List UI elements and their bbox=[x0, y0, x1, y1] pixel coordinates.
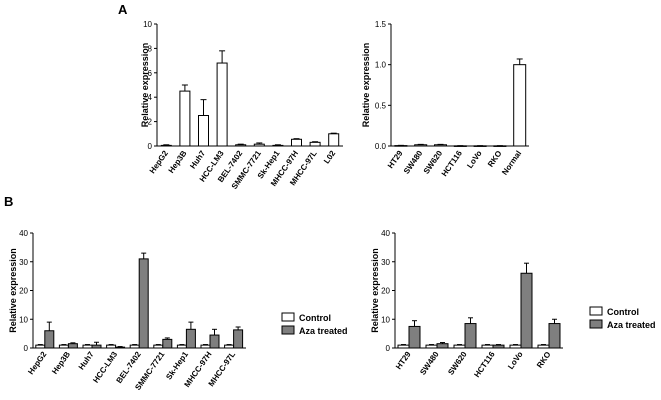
chart3-legend-swatch-1 bbox=[281, 325, 295, 335]
chart3-y-axis-label: Relative expression bbox=[8, 248, 18, 333]
chart1-y-axis-label: Relative expression bbox=[140, 43, 150, 128]
chart3-y-tick-label: 40 bbox=[19, 229, 28, 238]
chart3-bar-SMMC-7721-aza-treated bbox=[162, 338, 173, 349]
chart4-x-tick-label: RKO bbox=[535, 350, 553, 370]
chart1-bar-SMMC-7721 bbox=[253, 143, 265, 147]
chart4-x-tick-label: SW480 bbox=[418, 350, 441, 377]
chart4-x-tick-label: HT29 bbox=[394, 350, 413, 372]
chart1-y-tick-label: 10 bbox=[143, 20, 152, 29]
chart4-bar-HCT116-control bbox=[481, 344, 494, 349]
chart1-x-tick-label: L02 bbox=[322, 149, 338, 166]
chart3-bar-Hep3B-control bbox=[58, 344, 69, 349]
chart1-y-tick-label: 8 bbox=[148, 44, 153, 53]
chart4-bar-HT29-control bbox=[397, 344, 410, 349]
chart1-bar-HepG2 bbox=[160, 144, 172, 147]
chart3-bar-BEL-7402-control bbox=[129, 344, 140, 349]
chart3-legend-label-1: Aza treated bbox=[299, 326, 348, 336]
chart4-bar-SW620-aza-treated bbox=[464, 323, 477, 349]
chart4-legend-swatch-1 bbox=[589, 319, 603, 329]
chart2-bar-Normal bbox=[513, 64, 527, 147]
chart3-x-tick-label: HepG2 bbox=[26, 350, 48, 377]
chart3-bar-Sk-Hep1-control bbox=[176, 344, 187, 349]
panel-label-a: A bbox=[118, 2, 128, 17]
chart4-bar-SW480-aza-treated bbox=[436, 343, 449, 349]
chart4-legend-label-0: Control bbox=[607, 307, 639, 317]
chart3-y-tick-label: 0 bbox=[24, 344, 29, 353]
chart3-bar-Hep3B-aza-treated bbox=[67, 343, 78, 349]
chart3-bar-Huh7-control bbox=[82, 344, 93, 349]
chart1-bar-HCC-LM3 bbox=[216, 62, 228, 147]
chart4-y-tick-label: 20 bbox=[381, 287, 390, 296]
chart1-y-tick-label: 2 bbox=[148, 118, 153, 127]
chart3-bar-Huh7-aza-treated bbox=[91, 344, 102, 349]
chart3-bar-MHCC-97L-aza-treated bbox=[233, 329, 244, 349]
chart1-bar-BEL-7402 bbox=[235, 144, 247, 147]
chart4-y-tick-label: 40 bbox=[381, 229, 390, 238]
chart1-bar-MHCC-97L bbox=[309, 141, 321, 147]
chart4-bar-LoVo-aza-treated bbox=[520, 272, 533, 349]
chart3-x-tick-label: Hep3B bbox=[50, 350, 72, 376]
chart1-x-tick-label: HepG2 bbox=[148, 149, 170, 176]
chart3-y-tick-label: 10 bbox=[19, 315, 28, 324]
chart1-bar-L02 bbox=[328, 133, 340, 147]
chart4-bar-LoVo-control bbox=[509, 344, 522, 349]
chart2-y-tick-label: 1.5 bbox=[375, 20, 387, 29]
chart4-x-tick-label: SW620 bbox=[446, 350, 469, 377]
chart3-bar-MHCC-97L-control bbox=[224, 344, 235, 349]
chart1-bar-Hep3B bbox=[179, 90, 191, 147]
chart3-bar-BEL-7402-aza-treated bbox=[138, 258, 149, 349]
chart2-x-tick-label: HT29 bbox=[386, 149, 405, 171]
chart2-bar-SW480 bbox=[414, 144, 428, 147]
chart2-bar-SW620 bbox=[434, 144, 447, 147]
chart3-x-tick-label: Huh7 bbox=[77, 350, 96, 372]
chart3-bar-HCC-LM3-aza-treated bbox=[115, 346, 126, 349]
chart4-bar-SW480-control bbox=[425, 344, 438, 349]
chart3-bar-MHCC-97H-aza-treated bbox=[209, 334, 220, 349]
chart2-x-tick-label: HCT116 bbox=[440, 149, 465, 179]
chart4-legend-label-1: Aza treated bbox=[607, 320, 656, 330]
chart4-y-tick-label: 30 bbox=[381, 258, 390, 267]
chart2-x-tick-label: SW480 bbox=[402, 149, 425, 176]
chart2-x-tick-label: RKO bbox=[486, 149, 504, 169]
chart2-x-tick-label: LoVo bbox=[465, 149, 484, 170]
chart3-bar-MHCC-97H-control bbox=[200, 344, 211, 349]
chart3-legend-swatch-0 bbox=[281, 312, 295, 322]
chart2-y-tick-label: 1.0 bbox=[375, 61, 387, 70]
chart4-bar-RKO-control bbox=[537, 344, 550, 349]
chart3-bar-Sk-Hep1-aza-treated bbox=[185, 328, 196, 349]
chart4-bar-SW620-control bbox=[453, 344, 466, 349]
chart4-bar-HT29-aza-treated bbox=[408, 325, 421, 349]
chart1-y-tick-label: 6 bbox=[148, 69, 153, 78]
panel-label-b: B bbox=[4, 194, 14, 209]
chart3-legend-label-0: Control bbox=[299, 313, 331, 323]
chart1-bar-Sk-Hep1 bbox=[272, 144, 284, 147]
chart1-x-tick-label: Hep3B bbox=[167, 149, 189, 175]
chart4-y-tick-label: 10 bbox=[381, 315, 390, 324]
chart2-y-axis-label: Relative expression bbox=[361, 43, 371, 128]
chart4-legend-swatch-0 bbox=[589, 306, 603, 316]
chart3-bar-HCC-LM3-control bbox=[106, 344, 117, 349]
chart4-x-tick-label: HCT116 bbox=[472, 350, 497, 380]
chart1-y-tick-label: 0 bbox=[148, 142, 153, 151]
chart4-y-axis-label: Relative expression bbox=[370, 248, 380, 333]
chart3-y-tick-label: 30 bbox=[19, 258, 28, 267]
chart2-y-tick-label: 0.0 bbox=[375, 142, 387, 151]
chart3-bar-SMMC-7721-control bbox=[153, 344, 164, 349]
chart2-x-tick-label: Normal bbox=[500, 149, 523, 177]
chart3-bar-HepG2-control bbox=[35, 344, 46, 349]
chart1-y-tick-label: 4 bbox=[148, 93, 153, 102]
chart4-x-tick-label: LoVo bbox=[506, 350, 525, 371]
chart4-bar-RKO-aza-treated bbox=[548, 323, 561, 349]
chart3-y-tick-label: 20 bbox=[19, 287, 28, 296]
chart3-bar-HepG2-aza-treated bbox=[44, 330, 55, 349]
chart4-bar-HCT116-aza-treated bbox=[492, 344, 505, 349]
chart4-y-tick-label: 0 bbox=[386, 344, 391, 353]
chart2-y-tick-label: 0.5 bbox=[375, 101, 387, 110]
chart1-bar-MHCC-97H bbox=[291, 138, 302, 147]
chart1-bar-Huh7 bbox=[198, 115, 209, 147]
